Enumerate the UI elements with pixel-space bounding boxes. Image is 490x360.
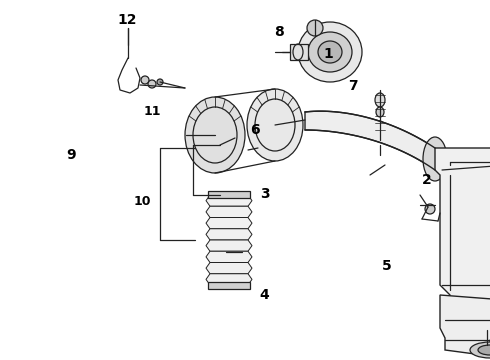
Polygon shape [440, 295, 490, 356]
Text: 1: 1 [323, 47, 333, 61]
Ellipse shape [478, 345, 490, 355]
Polygon shape [305, 111, 435, 170]
Text: 4: 4 [260, 288, 270, 302]
Bar [208, 191, 250, 198]
Ellipse shape [377, 121, 383, 129]
Bar [208, 282, 250, 289]
Ellipse shape [247, 89, 303, 161]
Text: 5: 5 [382, 260, 392, 273]
Text: 9: 9 [66, 148, 76, 162]
Ellipse shape [185, 97, 245, 173]
Text: 12: 12 [118, 13, 137, 27]
Ellipse shape [298, 22, 362, 82]
Ellipse shape [148, 80, 156, 88]
Ellipse shape [470, 342, 490, 358]
Ellipse shape [425, 204, 435, 214]
Text: 8: 8 [274, 26, 284, 39]
Polygon shape [206, 262, 252, 274]
Ellipse shape [376, 107, 384, 117]
Polygon shape [206, 274, 252, 285]
Text: 10: 10 [133, 195, 151, 208]
Ellipse shape [157, 79, 163, 85]
Ellipse shape [423, 137, 447, 181]
Polygon shape [206, 195, 252, 206]
Ellipse shape [318, 41, 342, 63]
Ellipse shape [308, 32, 352, 72]
Text: 2: 2 [421, 173, 431, 187]
Polygon shape [435, 148, 490, 300]
Polygon shape [206, 217, 252, 229]
Bar [290, 44, 308, 60]
Ellipse shape [375, 93, 385, 107]
Polygon shape [206, 229, 252, 240]
Polygon shape [206, 206, 252, 217]
Ellipse shape [307, 20, 323, 36]
Text: 6: 6 [250, 123, 260, 136]
Text: 7: 7 [348, 80, 358, 93]
Text: 3: 3 [260, 188, 270, 201]
Polygon shape [206, 240, 252, 251]
Text: 11: 11 [143, 105, 161, 118]
Polygon shape [206, 251, 252, 262]
Ellipse shape [141, 76, 149, 84]
